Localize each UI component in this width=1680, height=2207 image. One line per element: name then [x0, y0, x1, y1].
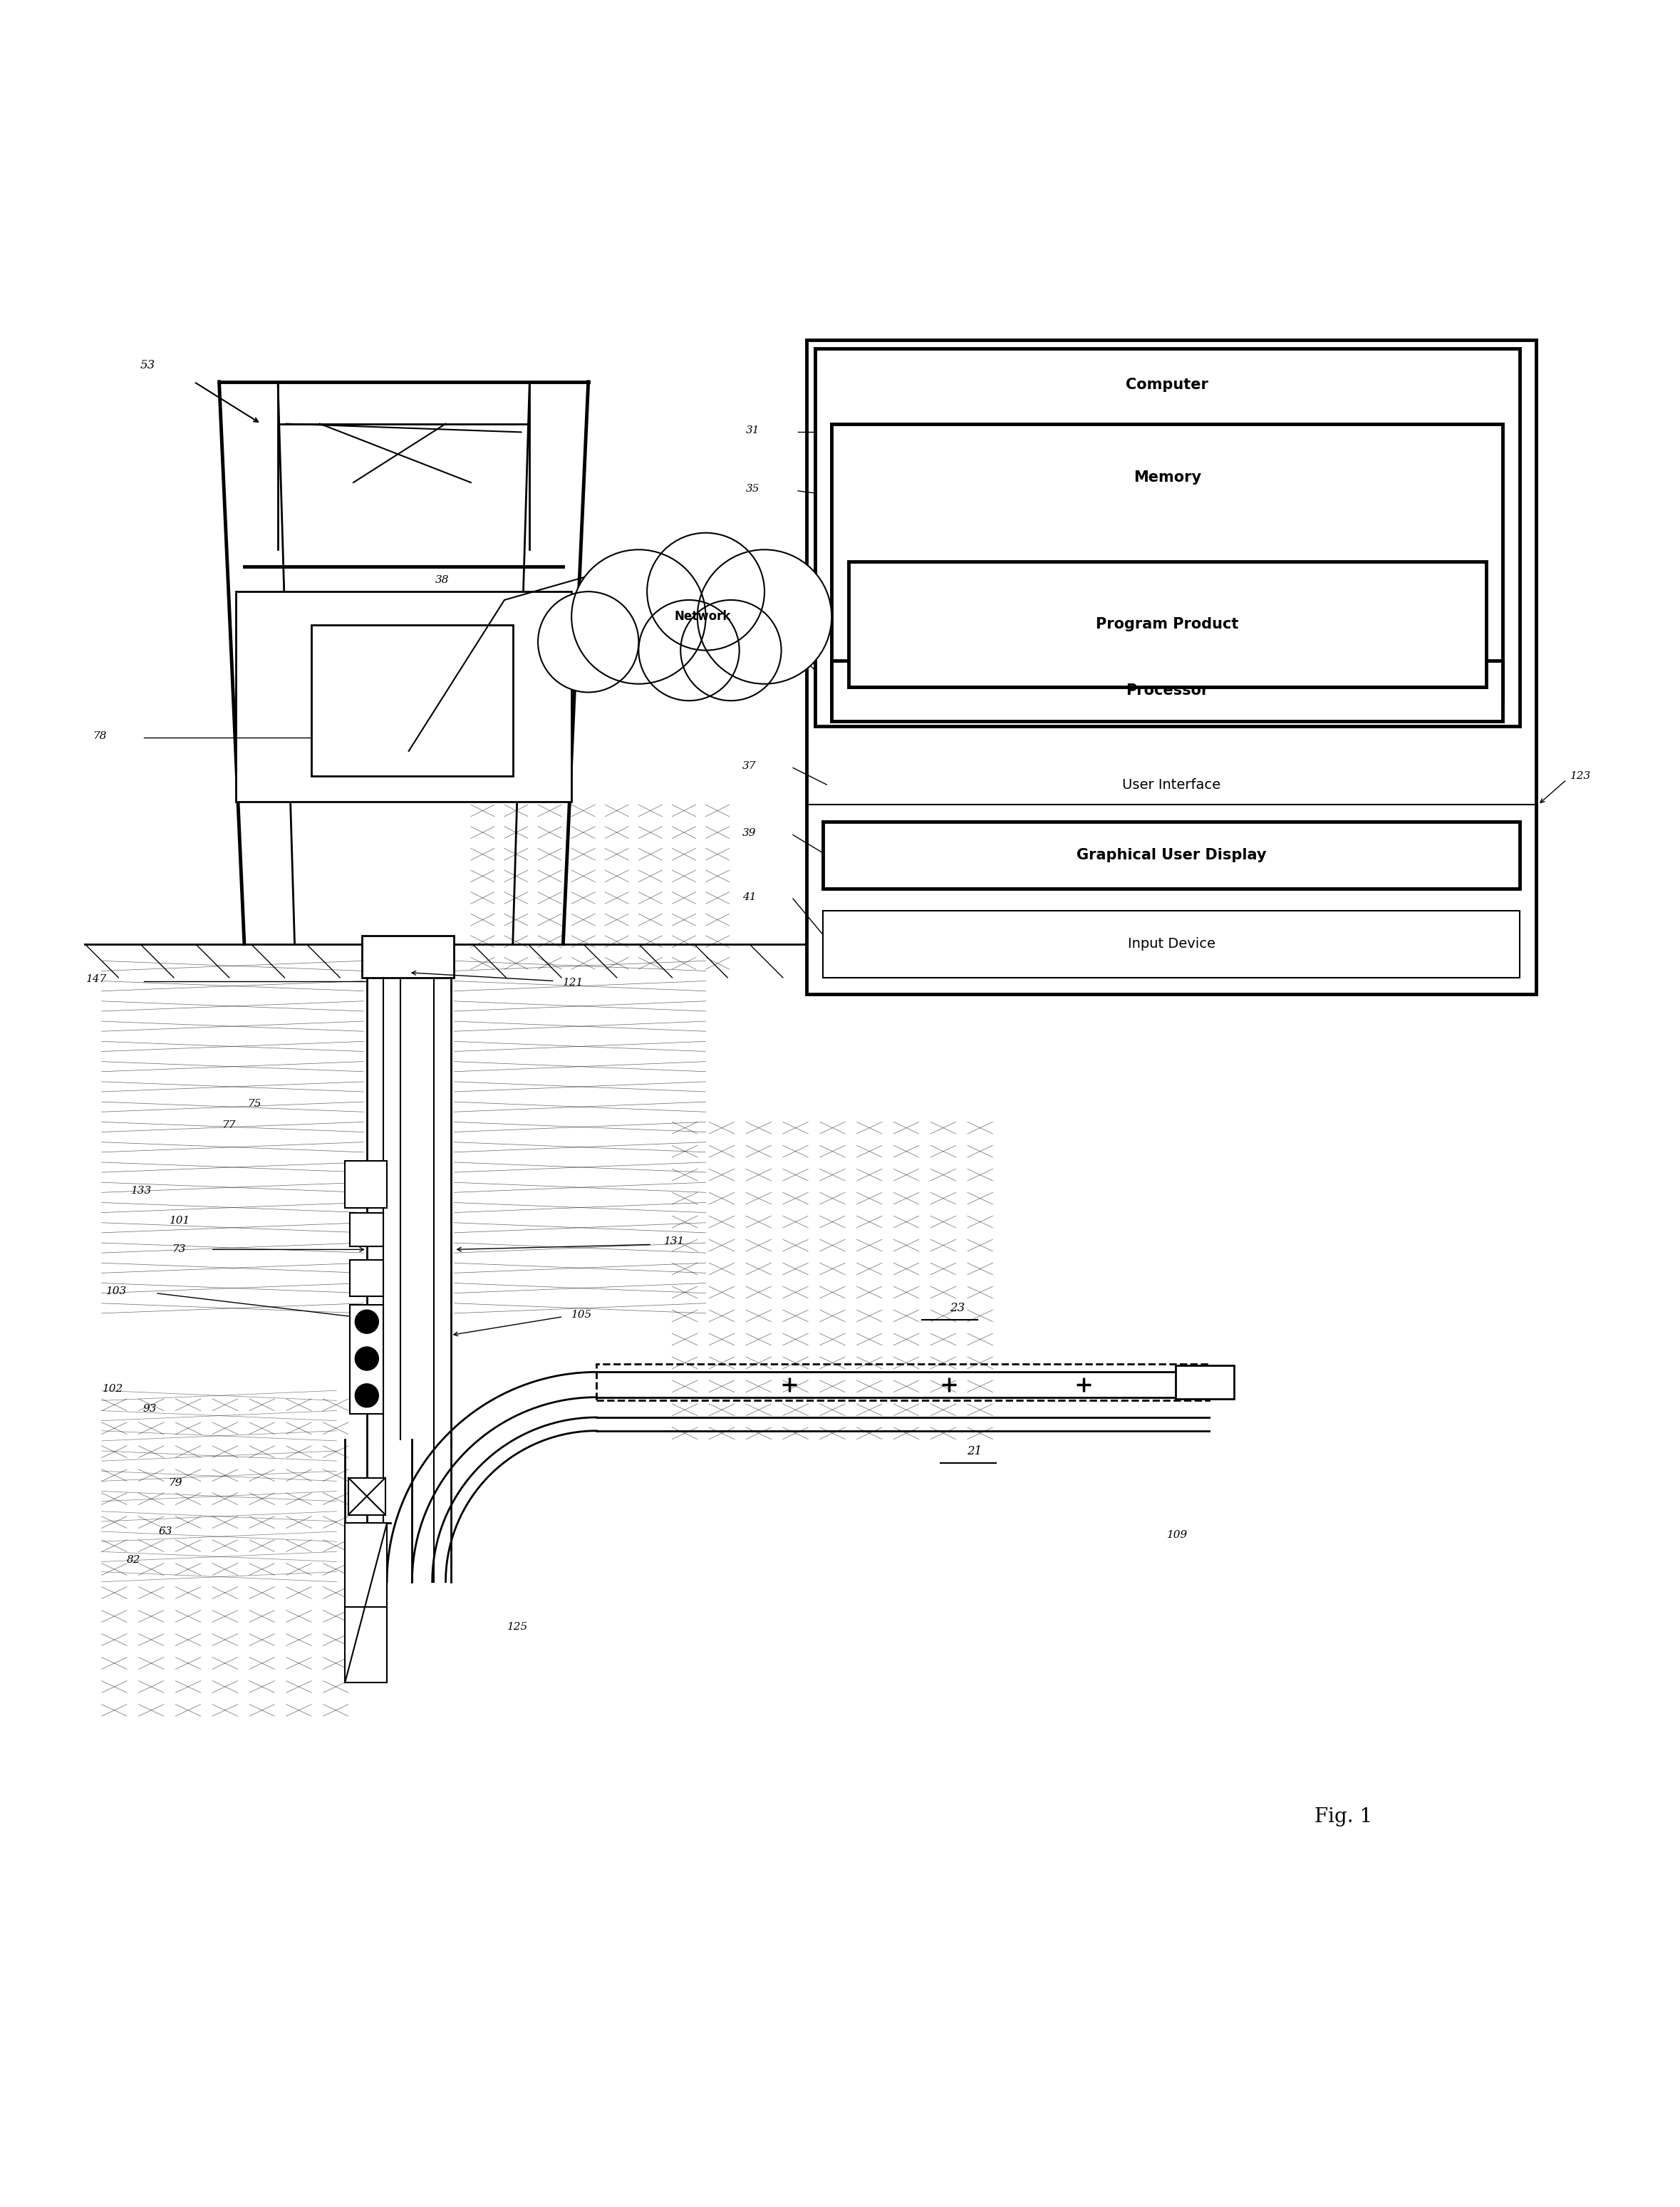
Circle shape: [538, 591, 638, 693]
Text: 93: 93: [143, 1404, 156, 1415]
Circle shape: [680, 600, 781, 700]
Text: 121: 121: [563, 978, 585, 989]
Text: 82: 82: [126, 1556, 139, 1565]
Bar: [349, 1212, 383, 1247]
Text: 105: 105: [571, 1311, 593, 1320]
Bar: [806, 340, 1537, 995]
Text: Computer: Computer: [1126, 377, 1208, 393]
Text: 31: 31: [746, 426, 759, 435]
Text: 147: 147: [86, 973, 108, 984]
Text: 35: 35: [746, 483, 759, 494]
Bar: [823, 821, 1520, 889]
Text: 102: 102: [102, 1384, 124, 1395]
Text: 123: 123: [1569, 770, 1591, 781]
Text: 101: 101: [170, 1216, 190, 1225]
Circle shape: [571, 550, 706, 684]
Text: 39: 39: [743, 828, 756, 839]
Text: 131: 131: [664, 1236, 685, 1247]
Text: 125: 125: [507, 1622, 528, 1633]
Text: 103: 103: [106, 1287, 128, 1296]
Bar: [815, 349, 1520, 726]
Bar: [349, 1260, 383, 1296]
Text: User Interface: User Interface: [1122, 777, 1221, 792]
Text: 133: 133: [131, 1185, 151, 1196]
Text: Memory: Memory: [1134, 470, 1201, 486]
Bar: [344, 1523, 386, 1682]
Bar: [596, 1364, 1210, 1401]
Circle shape: [354, 1384, 378, 1408]
Text: Processor: Processor: [1126, 684, 1208, 697]
Text: 77: 77: [222, 1121, 235, 1130]
Text: 33: 33: [756, 658, 769, 667]
Text: 38: 38: [435, 574, 449, 585]
Bar: [848, 561, 1487, 686]
Bar: [349, 1304, 383, 1415]
Text: 51: 51: [746, 603, 759, 611]
Text: 79: 79: [168, 1479, 181, 1488]
Text: 53: 53: [139, 360, 156, 371]
Text: 73: 73: [171, 1245, 185, 1254]
Bar: [832, 424, 1504, 700]
Bar: [311, 625, 512, 777]
Text: 109: 109: [1168, 1529, 1188, 1540]
Circle shape: [638, 600, 739, 700]
Bar: [235, 591, 571, 801]
Text: 41: 41: [743, 892, 756, 903]
Bar: [1176, 1366, 1235, 1399]
Text: 75: 75: [247, 1099, 260, 1108]
Text: 63: 63: [158, 1527, 171, 1536]
Bar: [832, 660, 1504, 722]
Text: Input Device: Input Device: [1127, 938, 1215, 951]
Text: 37: 37: [743, 761, 756, 770]
Text: Program Product: Program Product: [1095, 618, 1238, 631]
Text: Graphical User Display: Graphical User Display: [1077, 847, 1267, 863]
Text: 21: 21: [966, 1446, 981, 1457]
Text: 78: 78: [92, 731, 108, 742]
Bar: [344, 1161, 386, 1207]
Circle shape: [354, 1311, 378, 1333]
Text: Network: Network: [674, 611, 731, 622]
Circle shape: [697, 550, 832, 684]
Bar: [348, 1479, 385, 1514]
Text: Fig. 1: Fig. 1: [1314, 1808, 1373, 1827]
Bar: [823, 911, 1520, 978]
Bar: [361, 936, 454, 978]
Text: 23: 23: [949, 1302, 964, 1315]
Circle shape: [647, 532, 764, 651]
Circle shape: [354, 1346, 378, 1371]
